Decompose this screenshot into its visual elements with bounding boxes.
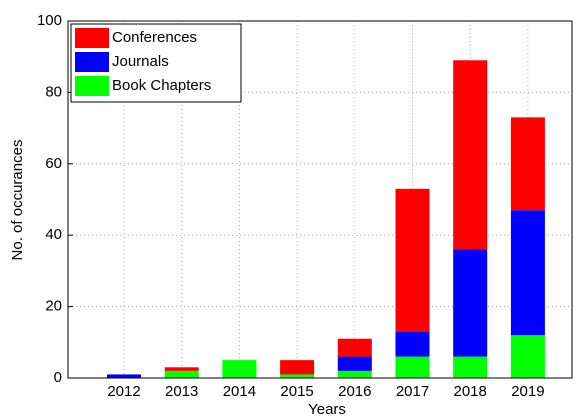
- bar-segment: [337, 356, 372, 371]
- legend-swatch: [75, 76, 109, 96]
- bar-segment: [107, 374, 141, 378]
- bar-segment: [453, 249, 488, 357]
- y-tick-label: 100: [37, 12, 62, 29]
- bar-segment: [453, 60, 488, 250]
- bar-segment: [337, 370, 372, 378]
- bar-segment: [395, 331, 430, 357]
- x-tick-label: 2017: [396, 383, 429, 400]
- bar-segment: [510, 117, 545, 211]
- y-axis-label: No. of occurances: [9, 140, 26, 261]
- plot-frame: [67, 20, 573, 379]
- legend-label: Conferences: [112, 29, 197, 46]
- bar-segment: [395, 188, 430, 332]
- y-tick-label: 80: [45, 83, 62, 100]
- x-tick-label: 2018: [454, 383, 487, 400]
- legend-swatch: [75, 52, 109, 72]
- x-tick-label: 2016: [338, 383, 371, 400]
- y-tick-label: 20: [45, 298, 62, 315]
- x-tick-label: 2014: [223, 383, 256, 400]
- y-tick-label: 40: [45, 226, 62, 243]
- legend-swatch: [75, 28, 109, 48]
- x-axis-label: Years: [308, 401, 346, 418]
- bar-segment: [510, 335, 545, 378]
- y-tick-label: 0: [54, 369, 62, 386]
- bar-segment: [510, 210, 545, 336]
- bar-segment: [164, 367, 199, 371]
- bar-segment: [280, 374, 315, 378]
- bar-segment: [337, 338, 372, 357]
- bar-segment: [222, 360, 257, 378]
- x-tick-label: 2012: [107, 383, 140, 400]
- bar-segment: [164, 370, 199, 378]
- bar-segment: [280, 360, 315, 375]
- bar-segment: [395, 356, 430, 378]
- legend-label: Journals: [112, 53, 169, 70]
- x-tick-label: 2019: [511, 383, 544, 400]
- bar-segment: [453, 356, 488, 378]
- x-tick-label: 2015: [280, 383, 313, 400]
- y-tick-label: 60: [45, 155, 62, 172]
- x-tick-label: 2013: [165, 383, 198, 400]
- legend-label: Book Chapters: [112, 77, 211, 94]
